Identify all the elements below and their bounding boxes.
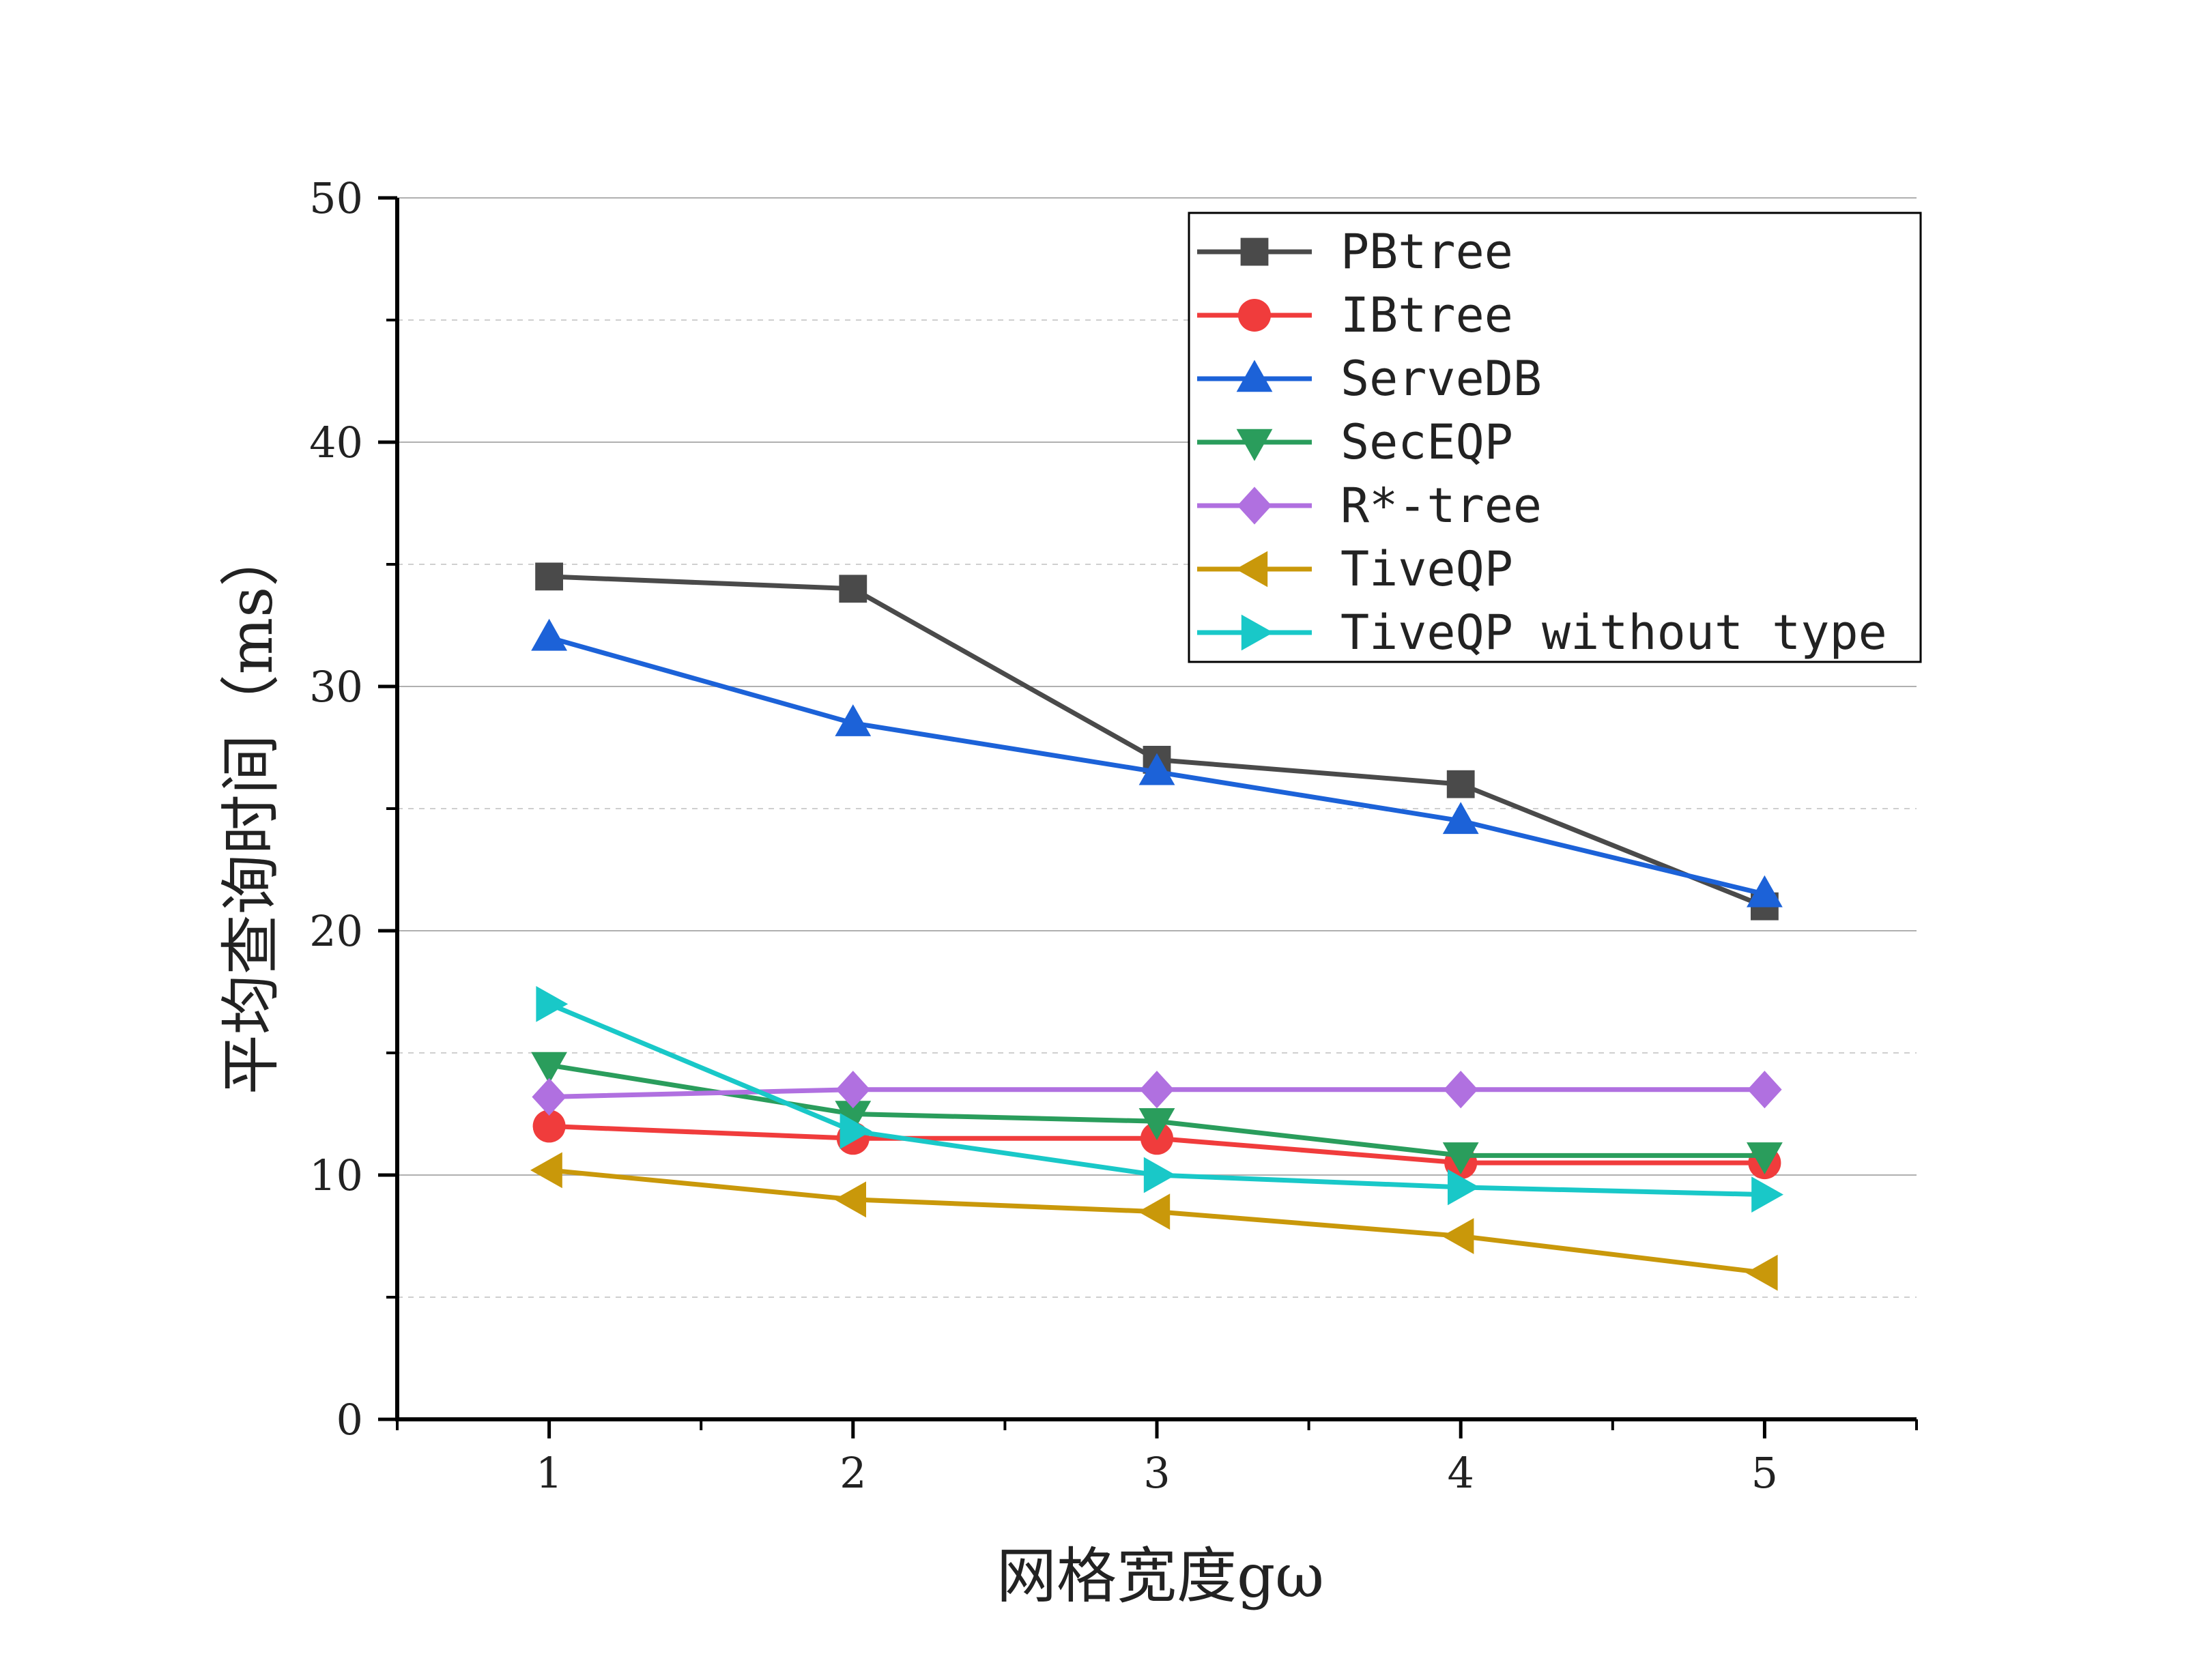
data-point (1138, 1193, 1171, 1230)
data-point (1442, 1142, 1479, 1174)
legend-label: TiveQP without type (1340, 605, 1887, 661)
legend-entry-pbtree: PBtree (1197, 224, 1513, 280)
data-point (1745, 1254, 1778, 1291)
data-point (1448, 1169, 1480, 1206)
data-point (531, 618, 567, 651)
legend-label: SecEQP (1340, 414, 1513, 470)
series-servedb (531, 618, 1783, 908)
legend-label: R*-tree (1340, 478, 1542, 534)
legend-marker (1235, 551, 1268, 588)
legend-entry-ibtree: IBtree (1197, 287, 1513, 343)
legend-box (1188, 212, 1922, 663)
x-axis-label: 网格宽度gω (996, 1541, 1324, 1611)
data-point (532, 1110, 566, 1143)
series-group (530, 562, 1783, 1291)
data-point (1442, 802, 1479, 835)
legend-entry-seceqp: SecEQP (1197, 414, 1513, 470)
data-point (835, 704, 872, 736)
x-tick-label: 2 (840, 1448, 866, 1498)
data-point (1441, 1218, 1474, 1254)
series-seceqp (531, 1052, 1783, 1174)
legend-marker (1237, 487, 1272, 525)
data-point (835, 1071, 870, 1109)
data-point (531, 1052, 567, 1084)
legend-entry-tiveqp-without-type: TiveQP without type (1197, 605, 1887, 661)
legend-marker (1236, 429, 1273, 461)
legend-label: PBtree (1340, 224, 1513, 280)
legend-marker (1240, 237, 1269, 266)
data-point (1747, 875, 1783, 908)
data-point (1138, 1108, 1175, 1140)
axes: 0 10 20 30 40 50 1 2 3 4 5 (309, 173, 1918, 1498)
x-tick-label: 1 (536, 1448, 562, 1498)
y-tick-label: 20 (309, 906, 363, 956)
y-tick-label: 0 (336, 1395, 363, 1445)
data-point (1747, 1142, 1783, 1174)
data-point (1139, 1071, 1175, 1109)
data-point (1143, 1157, 1176, 1193)
y-tick-label: 10 (309, 1150, 363, 1200)
data-point (1444, 1071, 1478, 1109)
data-point (1747, 1071, 1782, 1109)
series-tiveqp-without-type (536, 986, 1783, 1213)
x-tick-label: 4 (1447, 1448, 1474, 1498)
legend-entry-tiveqp: TiveQP (1197, 541, 1513, 597)
legend-marker (1241, 614, 1274, 651)
x-tick-label: 3 (1143, 1448, 1170, 1498)
y-axis-label: 平均查询时间（ms） (216, 527, 286, 1095)
data-point (840, 1113, 872, 1149)
x-tick-label: 5 (1751, 1448, 1778, 1498)
series-tiveqp (530, 1152, 1778, 1291)
legend-marker (1236, 360, 1273, 392)
legend-entry-rstar-tree: R*-tree (1197, 478, 1542, 534)
data-point (835, 1101, 872, 1133)
data-point (1446, 770, 1475, 798)
data-point (530, 1152, 562, 1189)
data-point (1138, 753, 1175, 785)
data-point (834, 1181, 866, 1218)
data-point (535, 562, 563, 591)
legend: PBtree IBtree ServeDB SecEQP R*-tree TiveQP Ti… (1188, 212, 1922, 663)
data-point (532, 1077, 566, 1116)
y-tick-label: 40 (309, 418, 363, 467)
legend-entry-servedb: ServeDB (1197, 351, 1542, 407)
legend-label: ServeDB (1340, 351, 1542, 407)
legend-marker (1238, 299, 1271, 332)
y-tick-label: 30 (309, 662, 363, 712)
series-rstar-tree (532, 1071, 1782, 1116)
data-point (839, 575, 867, 603)
data-point (1751, 1176, 1783, 1213)
y-tick-label: 50 (309, 173, 363, 223)
data-point (536, 986, 569, 1022)
legend-label: TiveQP (1340, 541, 1513, 597)
legend-label: IBtree (1340, 287, 1513, 343)
grid-lines (397, 197, 1917, 1298)
